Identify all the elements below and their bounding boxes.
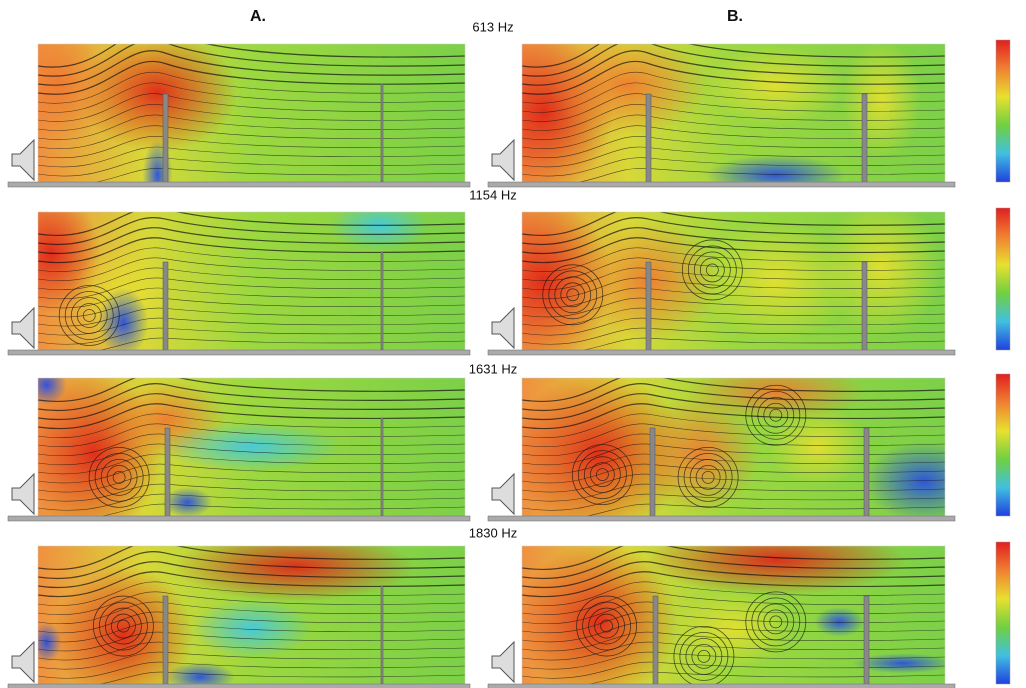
field-map (8, 25, 470, 210)
map-layer (508, 362, 984, 534)
field-map (488, 362, 984, 534)
field-map (473, 29, 955, 195)
field-map (8, 365, 470, 534)
barrier (163, 596, 168, 686)
ground (488, 684, 955, 688)
frequency-label: 1830 Hz (469, 525, 517, 540)
barrier (381, 586, 383, 686)
speaker (492, 474, 514, 514)
field-map (1, 193, 470, 357)
speaker (12, 308, 34, 348)
barrier (646, 262, 651, 352)
barrier (381, 252, 383, 352)
panel-label: A. (250, 8, 266, 25)
barrier (163, 94, 168, 184)
ground (8, 182, 470, 187)
intensity-region (27, 365, 67, 405)
color-bar (996, 40, 1010, 182)
frequency-label: 613 Hz (472, 19, 513, 34)
speaker (492, 642, 514, 682)
intensity-region (814, 607, 864, 637)
map-layer (518, 525, 953, 688)
barrier (653, 596, 658, 686)
barrier (163, 262, 168, 352)
barrier (381, 418, 383, 518)
barrier (864, 596, 869, 686)
map-layer (473, 197, 945, 361)
intensity-region (822, 197, 942, 337)
color-bar (996, 208, 1010, 350)
ground (8, 516, 470, 521)
speaker (12, 642, 34, 682)
color-bar (996, 542, 1010, 684)
speaker (12, 140, 34, 180)
intensity-region (548, 35, 708, 135)
intensity-region (706, 45, 846, 125)
figure: A. B. 613 Hz 1154 Hz 1631 Hz 1830 Hz (0, 0, 1026, 688)
field-map (473, 197, 955, 361)
ground (488, 516, 955, 521)
frequency-label: 1154 Hz (469, 187, 516, 202)
ground (8, 684, 470, 688)
ground (8, 350, 470, 355)
barrier (862, 262, 867, 352)
ground (488, 182, 955, 187)
frequency-label: 1631 Hz (469, 361, 517, 376)
ground (488, 350, 955, 355)
map-layer (24, 365, 465, 534)
speaker (492, 140, 514, 180)
color-bar (996, 374, 1010, 516)
panel-label: B. (727, 8, 743, 25)
speaker (492, 308, 514, 348)
field-map (488, 525, 955, 688)
barrier (864, 428, 869, 518)
map-layer (32, 532, 465, 688)
intensity-region (32, 623, 62, 663)
barrier (862, 94, 867, 184)
barrier (646, 94, 651, 184)
page: A. B. 613 Hz1154 Hz1631 Hz1830 Hz (() =>… (0, 0, 1026, 688)
map-layer (1, 193, 465, 357)
barrier (165, 428, 170, 518)
barrier (381, 84, 383, 184)
speaker (12, 474, 34, 514)
barrier (650, 428, 655, 518)
field-map (8, 532, 470, 688)
map-layer (473, 29, 945, 195)
